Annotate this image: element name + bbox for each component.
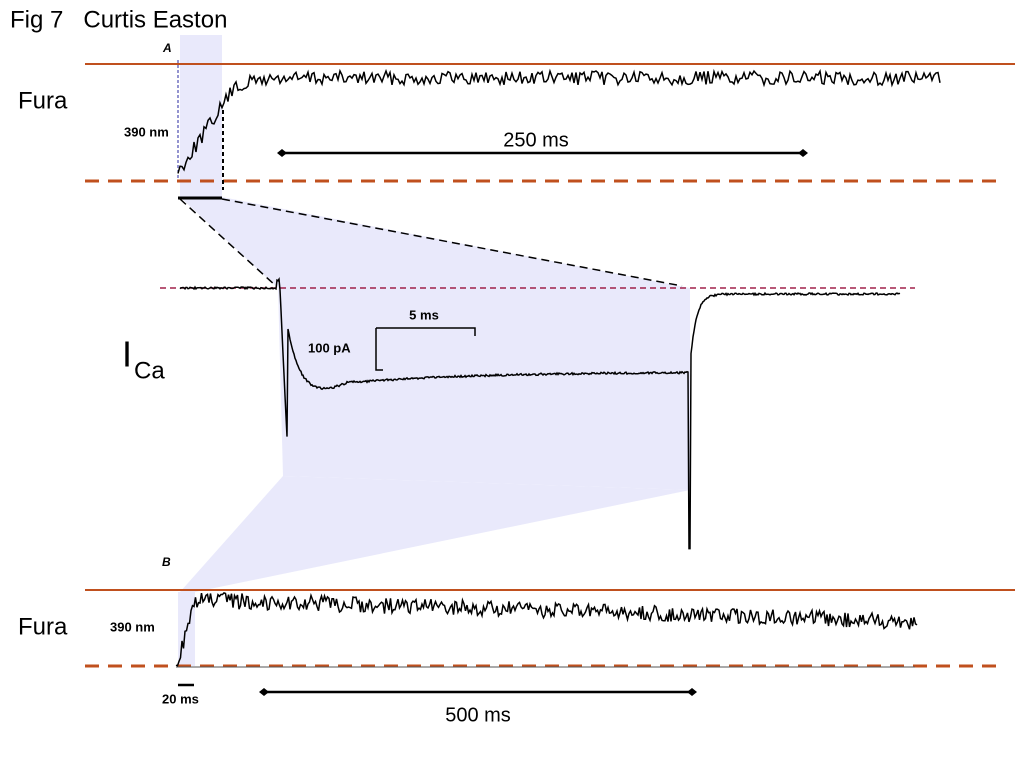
diamond [687, 688, 697, 696]
shade-contract [180, 476, 690, 592]
scale-label: 500 ms [445, 704, 511, 726]
time-scale-label: 5 ms [409, 307, 439, 322]
diamond [798, 149, 808, 157]
signal-label: Fura [18, 613, 68, 640]
title: Fig 7 Curtis Easton [10, 6, 227, 33]
current-scale-label: 100 pA [308, 340, 351, 355]
diamond [277, 149, 287, 157]
shade-expand [180, 197, 690, 490]
trace-ica [179, 277, 901, 550]
wavelength-label: 390 nm [124, 124, 169, 139]
bar-ends [259, 149, 808, 696]
trace-b [175, 592, 918, 667]
ica-scale [375, 327, 476, 371]
zoom-line-right [221, 198, 683, 287]
diamond [259, 688, 269, 696]
scale-label: 250 ms [503, 129, 569, 151]
reference-lines [85, 63, 1015, 668]
zoom-shading [178, 35, 690, 666]
zoom-line-left [179, 198, 277, 287]
panel-label: A [162, 41, 172, 55]
wavelength-label: 390 nm [110, 619, 155, 634]
current-label: I [122, 334, 132, 375]
panel-label: B [162, 555, 171, 569]
trace-a [177, 68, 941, 174]
current-subscript: Ca [134, 357, 165, 384]
scale-bars [178, 151, 803, 694]
shade-a [180, 35, 222, 197]
signal-label: Fura [18, 87, 68, 114]
zoom-label: 20 ms [162, 691, 199, 706]
